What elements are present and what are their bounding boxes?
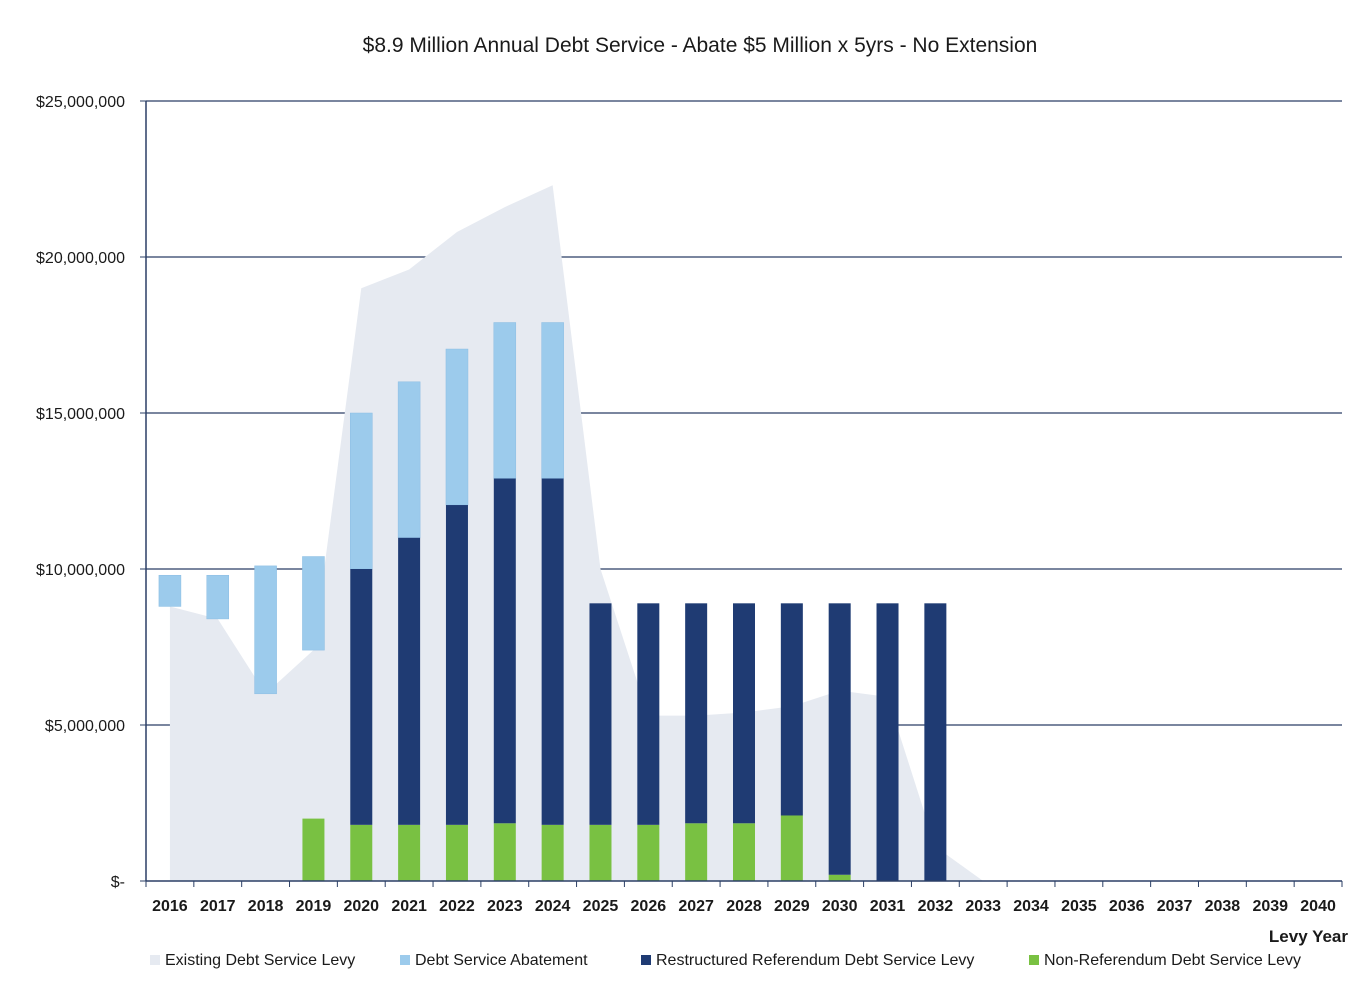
x-axis-label: Levy Year	[1269, 927, 1348, 946]
bar-restructured-referendum-2029	[780, 603, 803, 816]
x-tick-label: 2025	[583, 898, 619, 915]
x-tick-label: 2026	[631, 898, 667, 915]
y-tick-label: $25,000,000	[36, 94, 125, 111]
bar-non-referendum-2019	[302, 818, 325, 881]
x-tick-label: 2034	[1013, 898, 1049, 915]
x-tick-label: 2033	[965, 898, 1001, 915]
bar-non-referendum-2029	[780, 815, 803, 881]
legend-label: Existing Debt Service Levy	[165, 952, 355, 969]
x-tick-label: 2018	[248, 898, 284, 915]
x-tick-label: 2037	[1157, 898, 1193, 915]
x-tick-label: 2023	[487, 898, 523, 915]
bar-non-referendum-2023	[493, 823, 516, 881]
bar-abatement-2019	[302, 556, 325, 651]
bar-restructured-referendum-2021	[398, 537, 421, 825]
bar-restructured-referendum-2028	[733, 603, 755, 824]
chart-title: $8.9 Million Annual Debt Service - Abate…	[363, 34, 1038, 57]
bar-non-referendum-2022	[445, 824, 468, 881]
bar-abatement-2017	[206, 574, 230, 620]
x-tick-label: 2035	[1061, 898, 1097, 915]
bar-non-referendum-2021	[398, 824, 421, 881]
x-tick-label: 2032	[918, 898, 954, 915]
y-tick-label: $-	[111, 874, 125, 891]
bar-restructured-referendum-2031	[876, 603, 899, 881]
x-tick-label: 2039	[1252, 898, 1288, 915]
y-tick-label: $10,000,000	[36, 562, 125, 579]
y-tick-label: $15,000,000	[36, 406, 125, 423]
legend-label: Non-Referendum Debt Service Levy	[1044, 952, 1301, 969]
x-tick-label: 2017	[200, 898, 236, 915]
bar-restructured-referendum-2025	[589, 603, 612, 825]
bar-non-referendum-2030	[828, 874, 851, 881]
x-tick-label: 2016	[152, 898, 188, 915]
y-axis-ticks: $- $5,000,000 $10,000,000 $15,000,000 $20,00…	[36, 94, 125, 891]
bar-non-referendum-2026	[637, 824, 660, 881]
y-tick-label: $20,000,000	[36, 250, 125, 267]
x-tick-label: 2040	[1300, 898, 1336, 915]
x-tick-label: 2021	[391, 898, 427, 915]
bar-abatement-2016	[158, 574, 182, 607]
legend-swatch	[641, 955, 651, 965]
bar-restructured-referendum-2024	[541, 478, 564, 825]
bar-non-referendum-2024	[541, 824, 564, 881]
bar-restructured-referendum-2020	[350, 569, 373, 825]
bar-non-referendum-2027	[685, 823, 708, 881]
bar-restructured-referendum-2023	[493, 478, 516, 824]
x-tick-label: 2024	[535, 898, 571, 915]
bar-abatement-2023	[493, 322, 517, 479]
x-tick-label: 2029	[774, 898, 810, 915]
bar-restructured-referendum-2027	[685, 603, 708, 824]
bar-abatement-2024	[541, 322, 564, 479]
bar-restructured-referendum-2022	[445, 505, 468, 825]
x-tick-label: 2036	[1109, 898, 1145, 915]
legend-label: Debt Service Abatement	[415, 952, 588, 969]
x-tick-label: 2031	[870, 898, 906, 915]
bars	[158, 322, 947, 881]
legend-swatch	[400, 955, 410, 965]
legend-swatch	[150, 955, 160, 965]
x-tick-label: 2020	[343, 898, 379, 915]
bar-restructured-referendum-2026	[637, 603, 660, 825]
bar-restructured-referendum-2030	[828, 603, 851, 875]
legend-swatch	[1029, 955, 1039, 965]
bar-restructured-referendum-2032	[924, 603, 947, 881]
bar-abatement-2020	[350, 412, 373, 570]
x-tick-label: 2022	[439, 898, 475, 915]
x-tick-label: 2028	[726, 898, 762, 915]
x-tick-label: 2030	[822, 898, 858, 915]
x-axis-ticks: 2016 2017 2018 2019 2020 2021 2022 2023 2024 2025…	[152, 898, 1336, 915]
bar-non-referendum-2020	[350, 824, 373, 881]
x-tick-label: 2027	[678, 898, 714, 915]
legend-label: Restructured Referendum Debt Service Lev…	[656, 952, 974, 969]
x-tick-label: 2038	[1205, 898, 1241, 915]
axes	[140, 100, 1343, 887]
bar-abatement-2018	[254, 565, 277, 695]
x-tick-label: 2019	[296, 898, 332, 915]
legend: Existing Debt Service Levy Debt Service A…	[150, 952, 1301, 969]
bar-non-referendum-2025	[589, 824, 612, 881]
bar-abatement-2022	[445, 348, 469, 506]
y-tick-label: $5,000,000	[45, 718, 125, 735]
bar-non-referendum-2028	[733, 823, 755, 881]
bar-abatement-2021	[397, 381, 421, 539]
